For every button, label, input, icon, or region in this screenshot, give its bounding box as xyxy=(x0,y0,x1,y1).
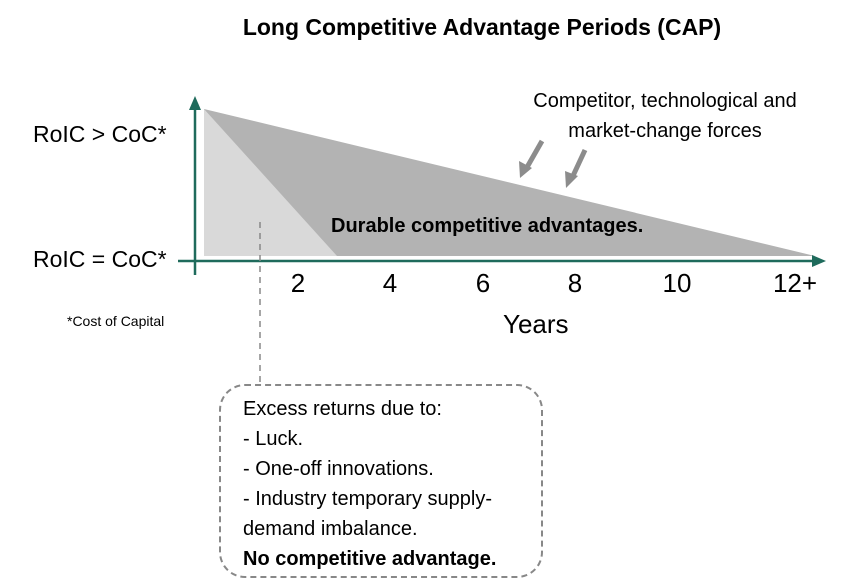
callout-item: - Luck. xyxy=(243,428,304,450)
forces-annotation: Competitor, technological and market-cha… xyxy=(505,86,825,146)
durable-advantage-label: Durable competitive advantages. xyxy=(331,215,644,237)
callout-conclusion: No competitive advantage. xyxy=(243,548,497,570)
force-arrow-right xyxy=(569,148,588,180)
force-arrowhead-left xyxy=(519,161,532,178)
x-tick-label: 2 xyxy=(290,268,306,298)
callout-item: - Industry temporary supply- xyxy=(243,488,492,510)
durable-advantage-region xyxy=(204,109,815,256)
x-axis-label: Years xyxy=(503,309,569,339)
x-tick-label: 6 xyxy=(475,268,491,298)
temporary-advantage-region xyxy=(204,109,337,256)
x-tick-label: 12+ xyxy=(772,268,818,298)
y-label-equal-cost: RoIC = CoC* xyxy=(33,246,167,272)
forces-line-1: Competitor, technological and xyxy=(533,90,797,112)
force-arrow-left xyxy=(523,139,545,171)
x-tick-label: 4 xyxy=(382,268,398,298)
excess-returns-callout xyxy=(219,384,543,578)
excess-returns-text: Excess returns due to: - Luck. - One-off… xyxy=(243,394,496,574)
callout-heading: Excess returns due to: xyxy=(243,398,442,420)
callout-item: demand imbalance. xyxy=(243,518,418,540)
y-label-above-cost: RoIC > CoC* xyxy=(33,121,167,147)
callout-item: - One-off innovations. xyxy=(243,458,434,480)
y-axis-arrowhead xyxy=(189,96,201,110)
page-title: Long Competitive Advantage Periods (CAP) xyxy=(242,14,722,40)
footnote: *Cost of Capital xyxy=(67,313,165,329)
x-tick-label: 8 xyxy=(567,268,583,298)
x-axis-arrowhead xyxy=(812,255,826,267)
forces-line-2: market-change forces xyxy=(568,120,762,142)
force-arrowhead-right xyxy=(565,171,578,188)
x-tick-label: 10 xyxy=(662,268,692,298)
